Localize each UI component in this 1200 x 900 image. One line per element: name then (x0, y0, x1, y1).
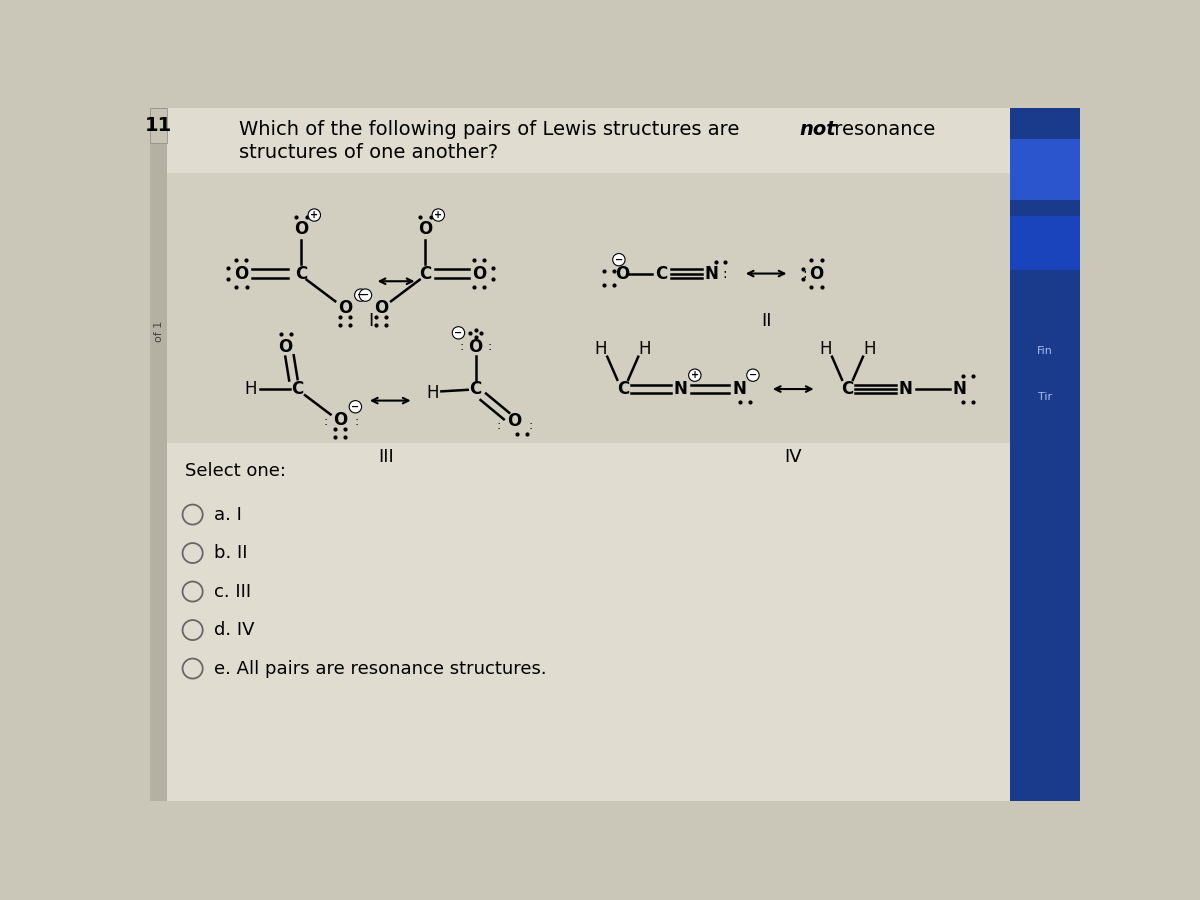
Text: H: H (595, 340, 607, 358)
Text: :: : (528, 418, 533, 432)
Text: :: : (487, 340, 491, 353)
Text: C: C (469, 380, 481, 398)
Bar (150, 108, 167, 801)
Text: H: H (863, 340, 876, 358)
Circle shape (689, 369, 701, 382)
Text: not: not (799, 120, 836, 140)
Bar (1010, 108, 1080, 801)
Text: Tir: Tir (1038, 392, 1052, 401)
Circle shape (354, 289, 367, 302)
Circle shape (613, 254, 625, 266)
Text: O: O (234, 265, 248, 283)
Text: C: C (419, 265, 431, 283)
Text: :: : (803, 266, 808, 281)
Text: O: O (278, 338, 293, 356)
Text: I: I (368, 312, 373, 330)
Text: c. III: c. III (214, 582, 251, 600)
Text: C: C (841, 380, 853, 398)
Text: N: N (953, 380, 967, 398)
Text: H: H (427, 384, 439, 402)
Text: O: O (473, 265, 486, 283)
Text: O: O (468, 338, 482, 356)
Text: O: O (294, 220, 308, 238)
Circle shape (432, 209, 444, 221)
Text: H: H (245, 380, 257, 398)
Text: Select one:: Select one: (185, 463, 286, 481)
Text: −: − (614, 255, 623, 265)
Text: a. I: a. I (214, 506, 241, 524)
Text: Fin: Fin (1037, 346, 1054, 356)
Text: +: + (691, 370, 698, 380)
Text: 11: 11 (145, 116, 172, 135)
Text: +: + (311, 210, 318, 220)
Text: −: − (455, 328, 462, 338)
Text: IV: IV (785, 448, 802, 466)
Bar (150, 108, 167, 142)
Text: H: H (820, 340, 832, 358)
Circle shape (452, 327, 464, 339)
Text: −: − (749, 370, 757, 380)
Text: e. All pairs are resonance structures.: e. All pairs are resonance structures. (214, 660, 546, 678)
Text: H: H (638, 340, 650, 358)
Text: −: − (361, 290, 370, 300)
Text: C: C (617, 380, 629, 398)
Text: resonance: resonance (828, 120, 935, 140)
Text: N: N (732, 380, 746, 398)
Text: :: : (722, 266, 726, 281)
Text: II: II (761, 312, 772, 330)
Text: b. II: b. II (214, 544, 247, 562)
Bar (1010, 216, 1080, 270)
Text: O: O (418, 220, 432, 238)
Text: O: O (809, 265, 823, 283)
Text: III: III (378, 448, 395, 466)
Bar (167, 174, 1010, 443)
Text: Which of the following pairs of Lewis structures are: Which of the following pairs of Lewis st… (239, 120, 745, 140)
Text: :: : (496, 418, 500, 432)
Circle shape (349, 400, 361, 413)
Text: C: C (655, 265, 667, 283)
Bar (1010, 139, 1080, 201)
Text: −: − (356, 290, 365, 300)
Text: O: O (338, 299, 353, 317)
Text: −: − (352, 401, 360, 412)
Text: O: O (332, 411, 347, 429)
Text: C: C (295, 265, 307, 283)
Text: :: : (323, 415, 328, 428)
Text: N: N (674, 380, 688, 398)
Text: of 1: of 1 (154, 320, 163, 342)
Text: N: N (704, 265, 719, 283)
Text: N: N (899, 380, 912, 398)
Text: O: O (616, 265, 630, 283)
Text: O: O (374, 299, 388, 317)
Text: O: O (508, 412, 521, 430)
Text: :: : (460, 340, 464, 353)
Circle shape (746, 369, 760, 382)
Circle shape (308, 209, 320, 221)
Text: d. IV: d. IV (214, 621, 254, 639)
Circle shape (359, 289, 372, 302)
Text: +: + (434, 210, 443, 220)
Text: :: : (354, 415, 359, 428)
Text: C: C (292, 380, 304, 398)
Text: structures of one another?: structures of one another? (239, 143, 498, 162)
